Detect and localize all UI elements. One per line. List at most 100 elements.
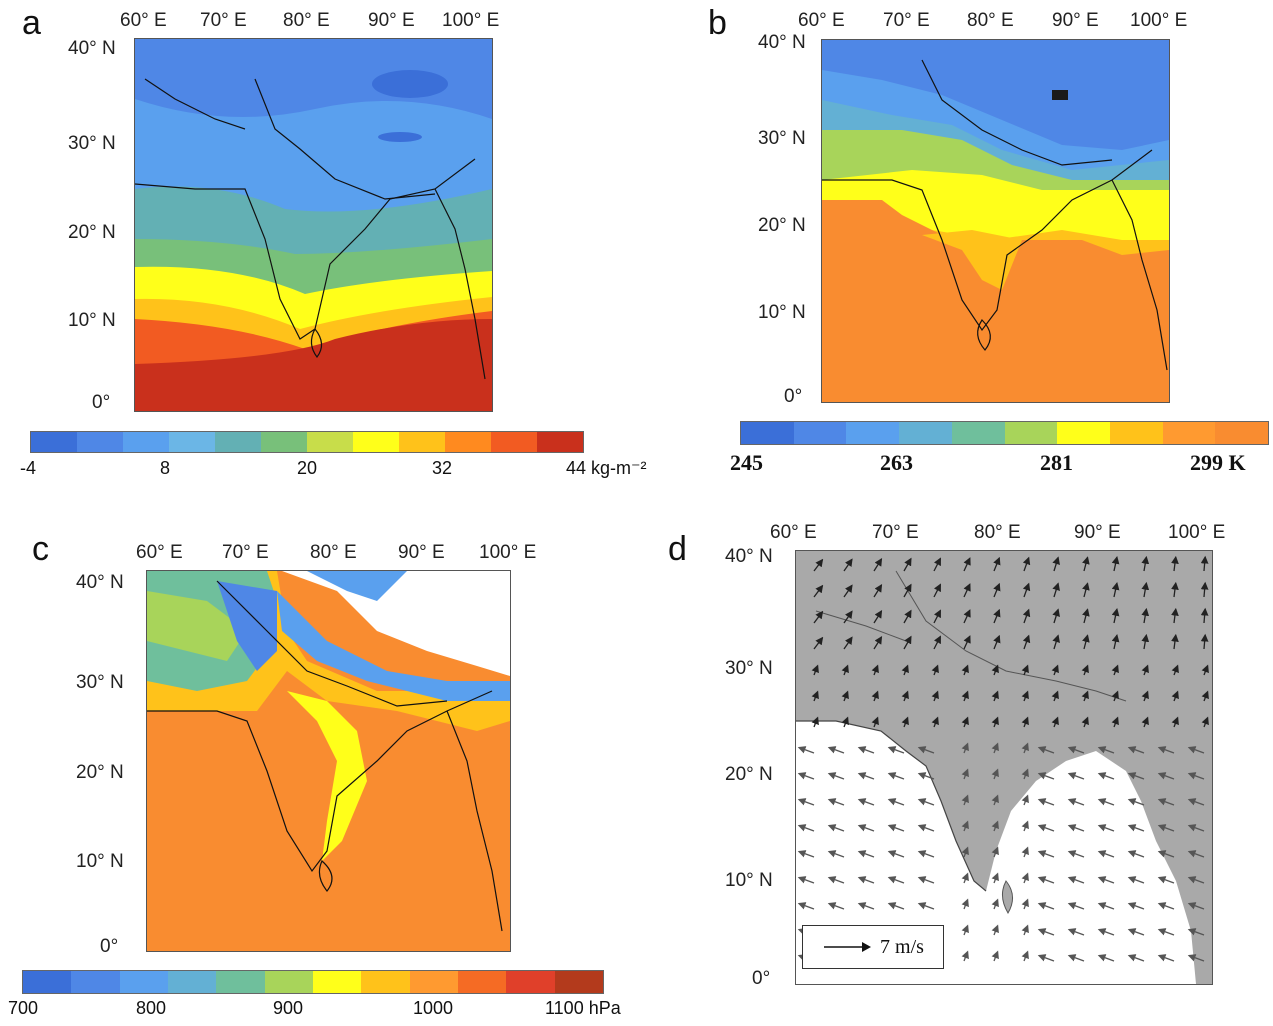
wind-vector [1022,634,1031,650]
colorbar-swatch [261,432,307,452]
wind-vector [1171,633,1179,650]
colorbar-swatch [31,432,77,452]
wind-vector [933,635,941,650]
wind-vector [991,846,999,858]
wind-vector [871,690,879,702]
wind-vector [873,636,883,650]
wind-vector [813,584,824,598]
colorbar-swatch [169,432,215,452]
panel-c-left-tick: 40° N [76,572,124,593]
wind-vector [1111,556,1120,572]
wind-vector [1021,664,1029,676]
wind-vector [933,609,941,624]
panel-a-top-tick: 100° E [442,10,500,31]
wind-vector [1187,850,1205,858]
panel-a-top-tick: 70° E [200,10,247,31]
wind-vector [827,824,845,832]
wind-vector [1141,607,1150,624]
panel-d-top-tick: 80° E [974,522,1021,543]
wind-vector [1157,746,1175,754]
wind-vector [1021,820,1029,832]
panel-b-field [822,40,1169,402]
wind-vector [1187,902,1205,910]
panel-b-top-tick: 100° E [1130,10,1188,31]
panel-d-label: d [668,530,687,568]
wind-vector [1097,902,1115,910]
colorbar-swatch [216,971,265,993]
wind-vector [1127,772,1145,780]
panel-d-map [795,550,1213,985]
panel-a-top-tick: 60° E [120,10,167,31]
wind-vector [933,583,941,598]
wind-vector [843,636,853,650]
wind-vector [827,876,845,884]
panel-a-colorbar-label: 32 [432,458,453,478]
colorbar-swatch [312,971,362,993]
panel-c-map [146,570,511,952]
wind-vector [1037,824,1055,832]
panel-d-field [796,551,1212,984]
wind-vector [1037,798,1055,806]
panel-a-left-tick: 0° [92,392,111,413]
wind-vector [1141,555,1150,572]
wind-vector [1037,850,1055,858]
colorbar-swatch [1057,422,1110,444]
wind-vector [887,876,905,884]
wind-vector [1067,954,1085,962]
wind-vector [1022,556,1031,572]
colorbar-swatch [215,432,261,452]
wind-vector [1021,846,1029,858]
colorbar-swatch [71,971,120,993]
wind-vector [813,558,824,572]
wind-vector [901,664,909,676]
wind-vector [1127,746,1145,754]
wind-vector [1052,634,1060,650]
wind-vector [1171,664,1179,676]
panel-c-colorbar [22,970,604,994]
wind-vector [1082,582,1090,598]
wind-vector [841,690,849,702]
wind-vector [1111,582,1120,598]
wind-vector [871,664,879,676]
wind-vector [1187,954,1205,962]
wind-vector [917,850,935,858]
wind-vector [1187,876,1205,884]
wind-vector [811,716,819,728]
wind-vector [1157,928,1175,936]
wind-vector [1051,664,1059,676]
panel-d-top-tick: 100° E [1168,522,1226,543]
wind-vector [1187,746,1205,754]
panel-b-top-tick: 80° E [967,10,1014,31]
wind-vector [1067,746,1085,754]
colorbar-swatch [1162,422,1216,444]
wind-vector [1157,876,1175,884]
wind-vector [1067,928,1085,936]
wind-vector [843,610,853,624]
wind-vector [1171,581,1179,598]
wind-vector [917,876,935,884]
panel-a-left-tick: 10° N [68,310,116,331]
wind-vector [991,742,999,754]
wind-vector [1127,954,1145,962]
wind-vector [991,690,999,702]
wind-vector [1037,928,1055,936]
panel-d-top-tick: 70° E [872,522,919,543]
wind-vector [1097,746,1115,754]
panel-c-left-tick: 10° N [76,851,124,872]
wind-vector [961,794,969,806]
wind-vector [963,609,971,624]
wind-vector [857,824,875,832]
wind-vector [797,798,815,806]
wind-vector [873,610,883,624]
wind-vector [1141,716,1149,728]
wind-vector [1067,772,1085,780]
panel-c-colorbar-label: 900 [273,998,304,1018]
colorbar-swatch [741,422,794,444]
panel-c-left-tick: 30° N [76,672,124,693]
wind-vector [813,610,824,624]
colorbar-swatch [537,432,583,452]
wind-vector [1021,716,1029,728]
wind-vector [991,924,999,936]
wind-vector [1141,690,1149,702]
wind-vector [961,820,969,832]
